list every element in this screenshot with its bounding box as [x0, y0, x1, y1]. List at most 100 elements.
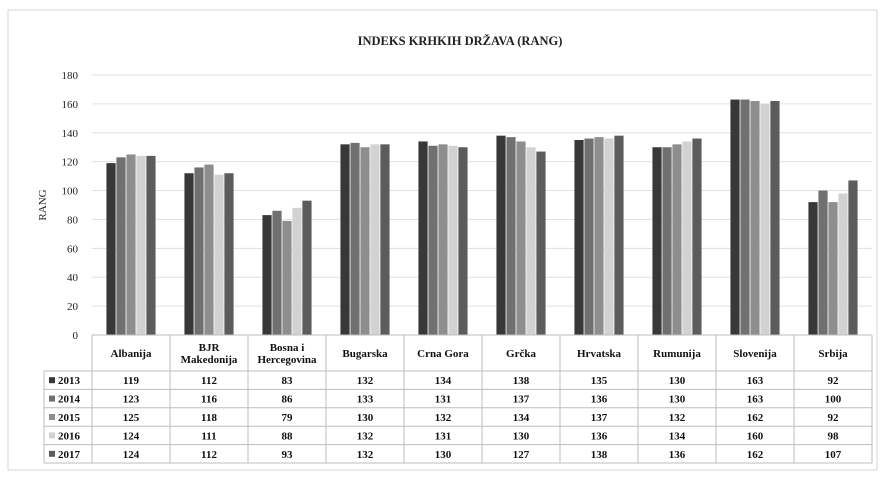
table-cell-value: 162: [747, 449, 764, 461]
bar: [672, 144, 682, 335]
bar: [574, 140, 584, 335]
bar: [526, 147, 536, 335]
y-tick-label: 120: [62, 157, 79, 169]
table-cell-value: 119: [123, 375, 139, 387]
category-label: Srbija: [818, 348, 848, 360]
table-cell-value: 132: [357, 430, 374, 442]
table-cell-value: 162: [747, 412, 764, 424]
table-cell-value: 130: [669, 375, 686, 387]
table-cell-value: 130: [435, 449, 452, 461]
bar: [740, 99, 750, 335]
bar: [506, 137, 516, 335]
table-cell-value: 137: [591, 412, 608, 424]
table-cell-value: 112: [201, 375, 217, 387]
bar: [350, 142, 360, 335]
y-axis-title: RANG: [37, 189, 49, 220]
bar: [214, 174, 224, 335]
table-cell-value: 100: [825, 394, 842, 406]
category-label: Albanija: [111, 348, 152, 360]
table-cell-value: 123: [123, 394, 140, 406]
table-cell-value: 136: [591, 430, 608, 442]
bar: [760, 103, 770, 335]
series-label: 2015: [58, 412, 81, 424]
table-cell-value: 130: [669, 394, 686, 406]
table-cell-value: 132: [357, 375, 374, 387]
bar: [594, 137, 604, 335]
table-cell-value: 134: [435, 375, 452, 387]
table-cell-value: 112: [201, 449, 217, 461]
bar: [184, 173, 194, 335]
y-tick-label: 160: [62, 99, 79, 111]
bar: [604, 138, 614, 335]
table-cell-value: 134: [669, 430, 686, 442]
table-cell-value: 124: [123, 449, 140, 461]
table-cell-value: 98: [828, 430, 840, 442]
table-cell-value: 132: [669, 412, 686, 424]
bar: [496, 135, 506, 335]
bar: [418, 141, 428, 335]
table-cell-value: 130: [513, 430, 530, 442]
y-tick-label: 40: [67, 272, 79, 284]
category-label: Grčka: [506, 348, 536, 360]
bar: [750, 101, 760, 335]
category-label: Bosna i: [270, 342, 305, 354]
table-cell-value: 132: [435, 412, 452, 424]
bar: [770, 101, 780, 335]
table-cell-value: 131: [435, 430, 452, 442]
table-cell-value: 134: [513, 412, 530, 424]
category-label: Makedonija: [181, 354, 238, 366]
table-cell-value: 163: [747, 375, 764, 387]
table-cell-value: 133: [357, 394, 374, 406]
bar: [262, 215, 272, 335]
series-label: 2017: [58, 449, 81, 461]
table-cell-value: 83: [282, 375, 294, 387]
table-cell-value: 136: [669, 449, 686, 461]
bar: [662, 147, 672, 335]
y-axis-ticks: 0 20 40 60 80 100 120 140 160 180: [62, 70, 79, 342]
bar: [428, 145, 438, 335]
category-label: Slovenija: [733, 348, 777, 360]
category-label: Bugarska: [342, 348, 388, 360]
table-cell-value: 131: [435, 394, 452, 406]
table-cell-value: 93: [282, 449, 294, 461]
y-tick-label: 60: [67, 243, 79, 255]
bar: [692, 138, 702, 335]
series-label: 2016: [58, 430, 81, 442]
table-cell-value: 130: [357, 412, 374, 424]
bar: [224, 173, 234, 335]
bar: [106, 163, 116, 335]
bar: [380, 144, 390, 335]
y-tick-label: 100: [62, 186, 79, 198]
bar: [340, 144, 350, 335]
bar: [302, 200, 312, 335]
category-label: Crna Gora: [417, 348, 469, 360]
legend-key: [49, 395, 55, 402]
table-cell-value: 163: [747, 394, 764, 406]
bar: [116, 157, 126, 335]
bar: [126, 154, 136, 335]
table-cell-value: 79: [282, 412, 294, 424]
bar: [848, 180, 858, 335]
bar: [282, 220, 292, 335]
bar: [370, 144, 380, 335]
bar: [536, 151, 546, 335]
category-label: Hrvatska: [577, 348, 622, 360]
category-label: Rumunija: [653, 348, 701, 360]
table-cell-value: 137: [513, 394, 530, 406]
table-cell-value: 136: [591, 394, 608, 406]
table-cell-value: 118: [201, 412, 217, 424]
bar: [194, 167, 204, 335]
table-cell-value: 88: [282, 430, 294, 442]
table-cell-value: 124: [123, 430, 140, 442]
table-cell-value: 86: [282, 394, 294, 406]
bar: [614, 135, 624, 335]
table-cell-value: 132: [357, 449, 374, 461]
bars: [106, 99, 858, 335]
table-cell-value: 116: [201, 394, 217, 406]
bar: [808, 202, 818, 335]
y-tick-label: 180: [62, 70, 79, 82]
table-cell-value: 92: [828, 375, 840, 387]
legend-key: [49, 414, 55, 420]
